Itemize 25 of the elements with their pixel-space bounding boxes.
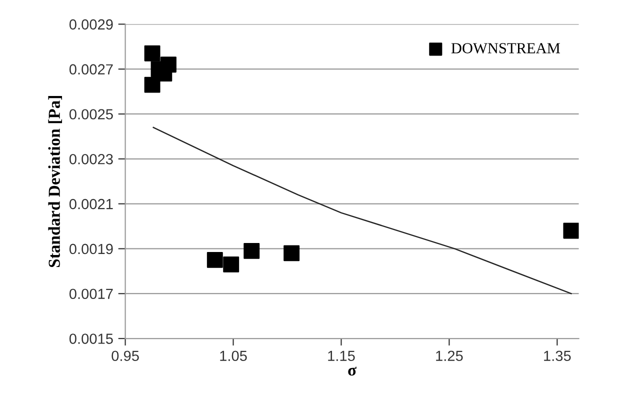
line-series [152, 126, 572, 294]
y-tick-label: 0.0027 [69, 64, 113, 75]
point [144, 76, 160, 93]
point [206, 252, 223, 268]
point [284, 245, 300, 262]
point [244, 242, 260, 259]
point [144, 45, 160, 62]
legend-label: DOWNSTREAM [451, 43, 560, 54]
point [563, 222, 579, 239]
y-tick-label: 0.0021 [69, 198, 113, 210]
y-tick-label: 0.0025 [69, 109, 113, 120]
y-tick-label: 0.0017 [69, 288, 113, 300]
y-tick-label: 0.0015 [69, 334, 113, 344]
y-tick-label: 0.0023 [69, 154, 113, 164]
point [223, 256, 240, 272]
x-tick-label: 1.15 [328, 350, 355, 362]
x-tick-label: 1.05 [220, 350, 247, 362]
y-tick-label: 0.0029 [69, 19, 113, 30]
x-tick-label: 1.25 [436, 350, 463, 362]
x-tick-label: 0.95 [112, 350, 139, 362]
point [160, 56, 176, 73]
y-axis-title: Standard Deviation [Pa] [48, 96, 62, 268]
x-axis-title: σ [348, 366, 356, 376]
x-tick-label: 1.35 [544, 350, 571, 362]
y-tick-label: 0.0019 [69, 244, 113, 254]
